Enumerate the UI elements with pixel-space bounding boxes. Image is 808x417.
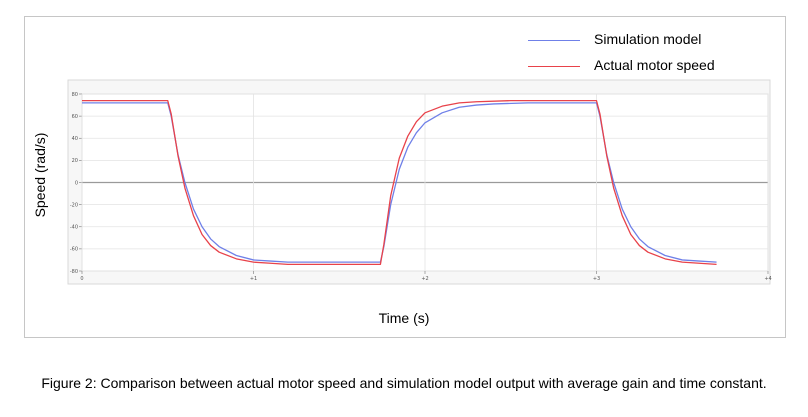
legend-swatch-actual [528, 66, 580, 67]
series-line-actual [82, 99, 717, 266]
legend-item-actual: Actual motor speed [528, 56, 768, 82]
x-tick-label: +2 [421, 276, 428, 282]
y-tick-label: 0 [75, 180, 78, 186]
y-tick-label: -80 [70, 269, 78, 275]
legend-label-simulation: Simulation model [594, 31, 702, 47]
y-tick-label: 20 [72, 158, 78, 164]
x-axis-label: Time (s) [378, 310, 430, 326]
legend-label-actual: Actual motor speed [594, 57, 715, 73]
figure-caption: Figure 2: Comparison between actual moto… [41, 375, 767, 391]
y-tick-label: 80 [72, 92, 78, 98]
x-tick-label: +1 [250, 276, 257, 282]
y-tick-label: 40 [72, 136, 78, 142]
y-tick-label: -20 [70, 202, 78, 208]
y-tick-label: -60 [70, 247, 78, 253]
legend-swatch-simulation [528, 40, 580, 41]
x-tick-label: +3 [593, 276, 600, 282]
y-tick-label: 60 [72, 114, 78, 120]
y-tick-label: -40 [70, 225, 78, 231]
legend: Simulation model Actual motor speed [528, 30, 768, 82]
x-tick-label: +4 [764, 276, 771, 282]
series-line-simulation [82, 102, 717, 263]
y-axis-label: Speed (rad/s) [32, 132, 48, 218]
legend-item-simulation: Simulation model [528, 30, 768, 56]
x-tick-label: 0 [80, 276, 83, 282]
